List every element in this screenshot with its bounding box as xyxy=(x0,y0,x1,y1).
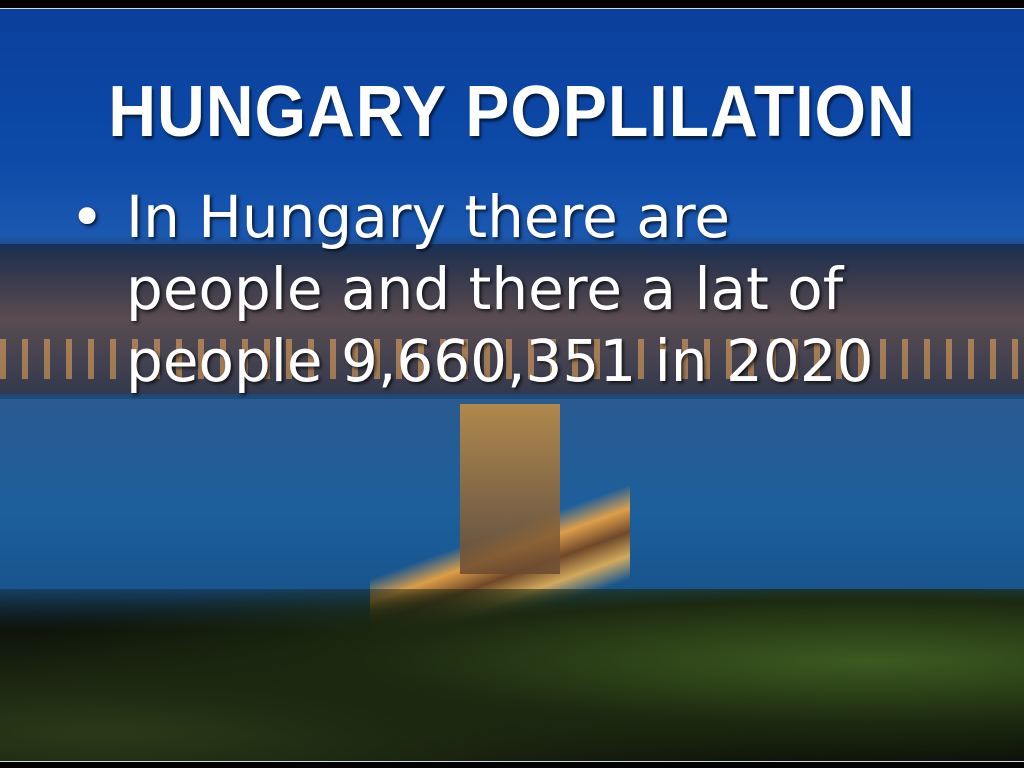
background-trees xyxy=(0,589,1024,761)
bullet-item: • In Hungary there are people and there … xyxy=(70,181,890,397)
slide: HUNGARY POPLILATION • In Hungary there a… xyxy=(0,8,1024,762)
background-city-lights xyxy=(0,339,1024,379)
background-bridge-tower xyxy=(460,404,560,574)
slide-title: HUNGARY POPLILATION xyxy=(108,72,916,152)
bullet-marker: • xyxy=(70,183,105,251)
bullet-text: In Hungary there are people and there a … xyxy=(126,183,874,395)
